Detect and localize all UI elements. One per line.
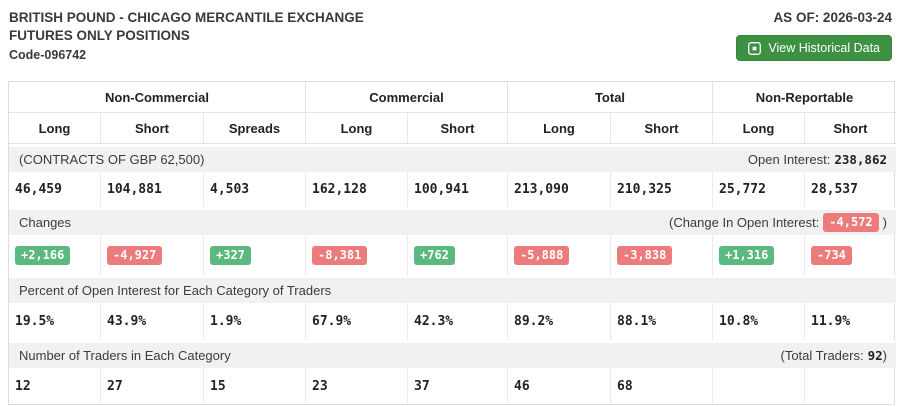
traders-label: Number of Traders in Each Category: [19, 348, 231, 363]
cot-positions-table: Non-Commercial Commercial Total Non-Repo…: [8, 81, 896, 405]
table-cell: 28,537: [811, 182, 858, 197]
contracts-band: (CONTRACTS OF GBP 62,500) Open Interest:…: [9, 144, 896, 172]
table-cell: 213,090: [508, 172, 611, 207]
table-cell: 25,772: [713, 172, 805, 207]
col-header-nc-spreads: Spreads: [204, 112, 306, 144]
change-badge: -734: [811, 245, 852, 265]
table-cell: 46: [508, 368, 611, 404]
as-of-date: AS OF: 2026-03-24: [773, 10, 892, 25]
table-cell: 27: [101, 368, 204, 404]
table-cell: 4,503: [204, 172, 306, 207]
change-in-open-interest: (Change In Open Interest: -4,572 ): [669, 213, 887, 232]
total-traders-label: (Total Traders:: [780, 348, 864, 363]
change-oi-badge: -4,572: [823, 213, 879, 232]
table-cell: -5,888: [508, 235, 611, 275]
group-header-non-commercial: Non-Commercial: [9, 82, 306, 112]
percent-band: Percent of Open Interest for Each Catego…: [9, 275, 896, 303]
table-cell: -734: [805, 235, 896, 275]
table-cell: +1,316: [713, 235, 805, 275]
report-title-line2: FUTURES ONLY POSITIONS: [9, 28, 190, 43]
table-cell: 46,459: [9, 172, 101, 207]
table-cell: 1.9%: [204, 303, 306, 340]
table-cell: 100,941: [408, 172, 508, 207]
table-cell: +327: [204, 235, 306, 275]
view-historical-data-label: View Historical Data: [768, 41, 880, 55]
open-interest: Open Interest: 238,862: [748, 152, 887, 167]
table-cell: 11.9%: [811, 314, 851, 329]
col-header-c-short: Short: [408, 112, 508, 144]
table-cell: -8,381: [306, 235, 408, 275]
header-right: AS OF: 2026-03-24 View Historical Data: [736, 9, 892, 61]
table-cell: 67.9%: [306, 303, 408, 340]
col-header-c-long: Long: [306, 112, 408, 144]
total-traders-suffix: ): [882, 348, 887, 363]
total-traders-value: 92: [867, 348, 883, 363]
table-cell: 10.8%: [713, 303, 805, 340]
table-cell: 104,881: [101, 172, 204, 207]
changes-band: Changes (Change In Open Interest: -4,572…: [9, 207, 896, 235]
table-cell: 23: [306, 368, 408, 404]
table-cell: 89.2%: [508, 303, 611, 340]
table-cell: 37: [408, 368, 508, 404]
change-oi-suffix: ): [882, 215, 887, 230]
col-header-t-long: Long: [508, 112, 611, 144]
total-traders: (Total Traders: 92 ): [781, 348, 888, 363]
change-badge: -3,838: [617, 245, 673, 265]
change-badge: +1,316: [719, 245, 775, 265]
group-header-total: Total: [508, 82, 713, 112]
contracts-note: (CONTRACTS OF GBP 62,500): [19, 152, 205, 167]
change-badge: -5,888: [514, 245, 570, 265]
change-badge: +762: [414, 245, 455, 265]
table-cell: 88.1%: [611, 303, 713, 340]
table-cell: 210,325: [611, 172, 713, 207]
change-badge: +2,166: [15, 245, 71, 265]
report-title-line1: BRITISH POUND - CHICAGO MERCANTILE EXCHA…: [9, 10, 364, 25]
change-badge: +327: [210, 245, 251, 265]
table-cell: -3,838: [611, 235, 713, 275]
table-cell: 12: [9, 368, 101, 404]
table-cell: 43.9%: [101, 303, 204, 340]
table-cell: [805, 368, 896, 404]
col-header-t-short: Short: [611, 112, 713, 144]
table-cell: 42.3%: [408, 303, 508, 340]
table-cell: 15: [204, 368, 306, 404]
change-oi-label: (Change In Open Interest:: [668, 215, 820, 230]
group-header-non-reportable: Non-Reportable: [755, 89, 854, 105]
col-header-nr-long: Long: [713, 112, 805, 144]
table-cell: 19.5%: [9, 303, 101, 340]
traders-band: Number of Traders in Each Category (Tota…: [9, 340, 896, 368]
col-header-nr-short: Short: [805, 112, 896, 144]
col-header-nc-long: Long: [9, 112, 101, 144]
group-header-commercial: Commercial: [306, 82, 508, 112]
table-cell: 68: [611, 368, 713, 404]
table-cell: [713, 368, 805, 404]
report-code: Code-096742: [9, 48, 87, 62]
col-header-nc-short: Short: [101, 112, 204, 144]
change-badge: -4,927: [107, 245, 163, 265]
table-cell: -4,927: [101, 235, 204, 275]
open-interest-label: Open Interest:: [747, 152, 831, 167]
changes-label: Changes: [19, 215, 72, 230]
table-cell: +762: [408, 235, 508, 275]
percent-label: Percent of Open Interest for Each Catego…: [19, 283, 332, 298]
open-interest-value: 238,862: [834, 152, 887, 167]
table-cell: 162,128: [306, 172, 408, 207]
change-badge: -8,381: [312, 245, 368, 265]
calendar-icon: [748, 41, 762, 55]
page-header: BRITISH POUND - CHICAGO MERCANTILE EXCHA…: [0, 0, 900, 64]
view-historical-data-button[interactable]: View Historical Data: [736, 35, 892, 61]
report-title-block: BRITISH POUND - CHICAGO MERCANTILE EXCHA…: [9, 9, 364, 64]
table-cell: +2,166: [9, 235, 101, 275]
